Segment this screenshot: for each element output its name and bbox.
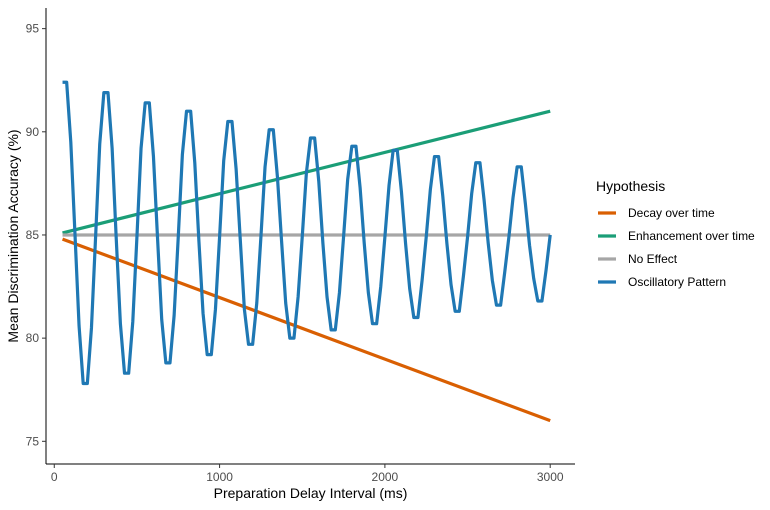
- x-tick-label: 0: [51, 470, 58, 484]
- legend-title: Hypothesis: [596, 178, 665, 194]
- y-axis-title: Mean Discrimination Accuracy (%): [5, 129, 21, 342]
- legend-item-oscillatory-pattern: Oscillatory Pattern: [598, 275, 726, 289]
- series-line-oscillatory-pattern: [62, 80, 552, 386]
- y-tick-label: 80: [26, 331, 40, 345]
- y-tick-label: 75: [26, 434, 40, 448]
- x-axis-ticks: 0 1000 2000 3000: [51, 464, 564, 484]
- y-tick-label: 85: [26, 228, 40, 242]
- x-tick-label: 1000: [206, 470, 233, 484]
- legend-label-decay-over-time: Decay over time: [628, 206, 715, 220]
- legend-label-oscillatory-pattern: Oscillatory Pattern: [628, 275, 726, 289]
- x-tick-label: 2000: [372, 470, 399, 484]
- legend-label-enhancement-over-time: Enhancement over time: [628, 229, 755, 243]
- legend: Hypothesis Decay over time Enhancement ov…: [596, 178, 755, 289]
- legend-items: Decay over time Enhancement over time No E…: [598, 206, 755, 289]
- x-tick-label: 3000: [537, 470, 564, 484]
- legend-label-no-effect: No Effect: [628, 252, 678, 266]
- legend-item-enhancement-over-time: Enhancement over time: [598, 229, 755, 243]
- legend-item-decay-over-time: Decay over time: [598, 206, 715, 220]
- axes: 75 80 85 90 95 0 1000 2000 3000 Preparation Del…: [5, 8, 575, 501]
- plot-area: [61, 80, 552, 423]
- y-tick-label: 90: [26, 125, 40, 139]
- y-axis-ticks: 75 80 85 90 95: [26, 22, 46, 448]
- x-axis-title: Preparation Delay Interval (ms): [214, 485, 408, 501]
- legend-item-no-effect: No Effect: [598, 252, 678, 266]
- series-line-decay-over-time: [61, 237, 551, 423]
- y-tick-label: 95: [26, 22, 40, 36]
